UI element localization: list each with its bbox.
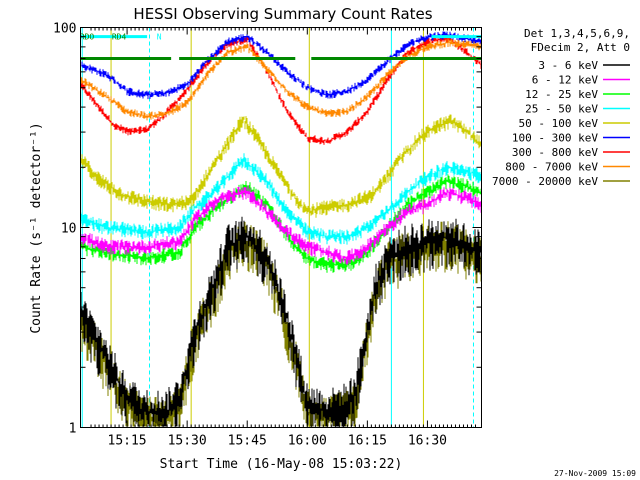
legend-label-3: 25 - 50 keV bbox=[525, 103, 598, 116]
legend-header-line: Det 1,3,4,5,6,9, bbox=[524, 27, 630, 40]
x-tick-label: 15:15 bbox=[108, 434, 147, 449]
plot-data: N RDO RD4 bbox=[80, 27, 482, 428]
legend-label-8: 7000 - 20000 keV bbox=[492, 175, 598, 188]
chart-title: HESSI Observing Summary Count Rates bbox=[133, 5, 432, 23]
legend-label-5: 100 - 300 keV bbox=[512, 132, 598, 145]
legend-label-6: 300 - 800 keV bbox=[512, 146, 598, 159]
y-tick-label: 10 bbox=[61, 222, 77, 237]
legend-label-2: 12 - 25 keV bbox=[525, 88, 598, 101]
x-tick-label: 16:30 bbox=[408, 434, 447, 449]
legend-label-0: 3 - 6 keV bbox=[538, 59, 598, 72]
annotation-2: RD4 bbox=[112, 33, 127, 42]
footer-timestamp: 27-Nov-2009 15:09 bbox=[554, 469, 636, 478]
annotation-1: RDO bbox=[80, 33, 95, 42]
annotation-0: N bbox=[157, 33, 162, 42]
y-axis-label: Count Rate (s⁻¹ detector⁻¹) bbox=[29, 122, 44, 333]
legend: Det 1,3,4,5,6,9,FDecim 2, Att 0 3 - 6 keV… bbox=[492, 27, 630, 188]
axes: 15:15 15:30 15:45 16:00 16:15 16:30 1 10 100 bbox=[53, 22, 482, 449]
x-tick-label: 15:30 bbox=[168, 434, 207, 449]
x-tick-label: 15:45 bbox=[228, 434, 267, 449]
y-tick-label: 1 bbox=[69, 422, 77, 437]
x-axis-label: Start Time (16-May-08 15:03:22) bbox=[160, 457, 403, 472]
legend-label-1: 6 - 12 keV bbox=[532, 74, 599, 87]
legend-label-4: 50 - 100 keV bbox=[519, 117, 599, 130]
y-tick-label: 100 bbox=[53, 22, 76, 37]
legend-label-7: 800 - 7000 keV bbox=[505, 161, 598, 174]
x-tick-label: 16:00 bbox=[288, 434, 327, 449]
legend-header-line: FDecim 2, Att 0 bbox=[531, 41, 630, 54]
x-tick-label: 16:15 bbox=[348, 434, 387, 449]
